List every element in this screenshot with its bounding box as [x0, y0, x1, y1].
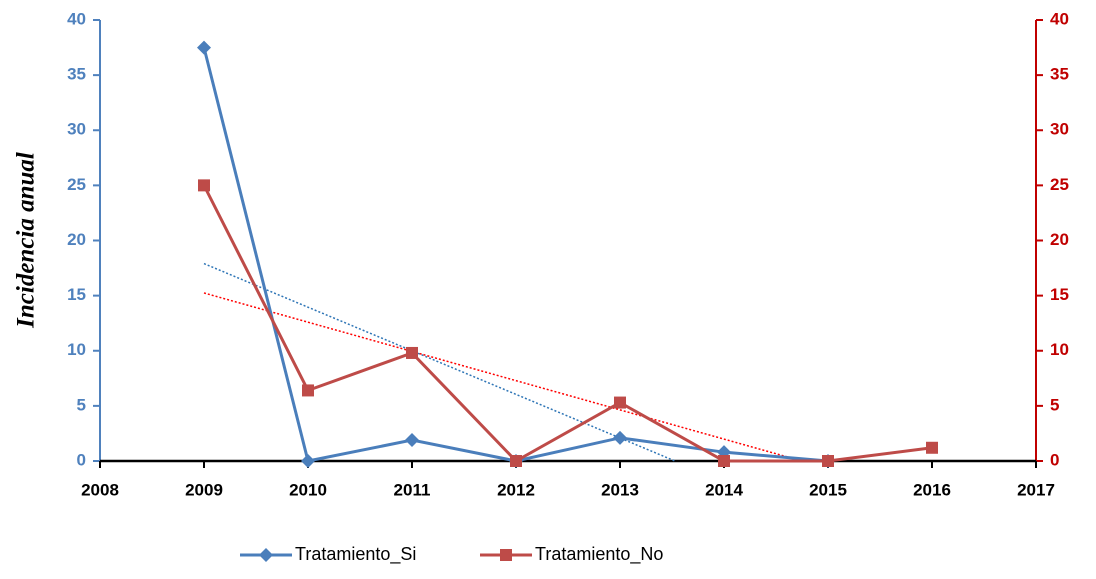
y-tick-label: 35 — [67, 65, 86, 84]
marker — [406, 346, 418, 359]
line — [202, 184, 933, 463]
legend-label: Tratamiento_Si — [295, 544, 416, 565]
legend-marker — [500, 549, 512, 561]
y2-tick-label: 40 — [1050, 9, 1069, 28]
x-tick-label: 2008 — [81, 480, 119, 499]
marker — [926, 441, 938, 454]
y2-tick-label: 35 — [1050, 65, 1069, 84]
y2-tick-label: 10 — [1050, 340, 1069, 359]
x-tick-label: 2015 — [809, 480, 847, 499]
y-axis-label: Incidencia anual — [13, 152, 40, 329]
y2-tick-label: 15 — [1050, 285, 1069, 304]
y-tick-label: 15 — [67, 285, 86, 304]
marker — [405, 433, 419, 448]
x-tick-label: 2010 — [289, 480, 327, 499]
legend-marker — [259, 548, 273, 562]
marker — [613, 430, 627, 445]
x-tick-label: 2009 — [185, 480, 223, 499]
y-tick-label: 30 — [67, 120, 86, 139]
x-tick-label: 2017 — [1017, 480, 1055, 499]
y-tick-label: 10 — [67, 340, 86, 359]
marker — [301, 454, 315, 468]
marker — [197, 40, 211, 55]
y-tick-label: 40 — [67, 9, 86, 28]
x-tick-label: 2016 — [913, 480, 951, 499]
marker — [718, 455, 730, 467]
trendline — [203, 262, 676, 462]
y-tick-label: 5 — [77, 395, 86, 414]
x-tick-label: 2011 — [394, 480, 431, 499]
marker — [198, 179, 210, 192]
y2-tick-label: 0 — [1050, 450, 1059, 469]
marker — [302, 384, 314, 397]
x-tick-label: 2012 — [497, 480, 535, 499]
x-tick-label: 2013 — [601, 480, 639, 499]
y-tick-label: 20 — [67, 230, 86, 249]
y2-tick-label: 25 — [1050, 175, 1069, 194]
marker — [822, 455, 834, 467]
legend-label: Tratamiento_No — [535, 544, 663, 565]
line — [202, 47, 829, 463]
y2-tick-label: 5 — [1050, 395, 1059, 414]
marker — [614, 396, 626, 409]
x-tick-label: 2014 — [705, 480, 743, 499]
y-tick-label: 25 — [67, 175, 86, 194]
y2-tick-label: 30 — [1050, 120, 1069, 139]
trendline — [203, 292, 803, 462]
marker — [510, 455, 522, 467]
y-tick-label: 0 — [77, 450, 86, 469]
y2-tick-label: 20 — [1050, 230, 1069, 249]
